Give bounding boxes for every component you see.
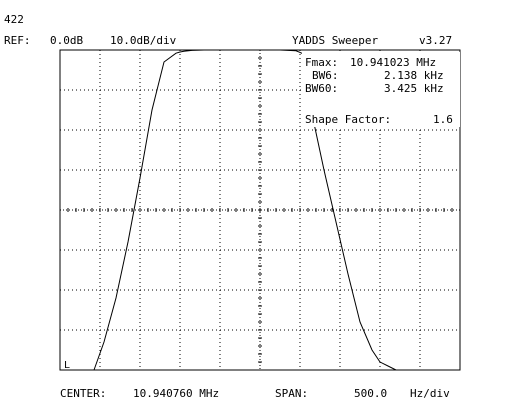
app-title: YADDS Sweeper [292, 34, 379, 47]
id-label: 422 [4, 13, 24, 26]
span-value: 500.0 [354, 387, 388, 400]
trace-line [93, 49, 414, 371]
shape-factor-label: Shape Factor: [305, 113, 392, 126]
bw6-value: 2.138 kHz [384, 69, 444, 82]
shape-factor-value: 1.6 [433, 113, 453, 126]
fmax-label: Fmax: [305, 56, 339, 69]
bw6-label: BW6: [312, 69, 339, 82]
center-label: CENTER: [60, 387, 107, 400]
span-label: SPAN: [275, 387, 309, 400]
center-value: 10.940760 MHz [133, 387, 220, 400]
marker-label: L [64, 360, 71, 371]
fmax-value: 10.941023 MHz [350, 56, 437, 69]
response-trace [93, 49, 414, 371]
version-label: v3.27 [419, 34, 453, 47]
ref-value: 0.0dB [50, 34, 84, 47]
scale-value: 10.0dB/div [110, 34, 177, 47]
readout-panel [302, 52, 460, 127]
span-unit: Hz/div [410, 387, 450, 400]
bw60-value: 3.425 kHz [384, 82, 444, 95]
ref-label: REF: [4, 34, 31, 47]
bw60-label: BW60: [305, 82, 339, 95]
graticule [59, 49, 461, 371]
